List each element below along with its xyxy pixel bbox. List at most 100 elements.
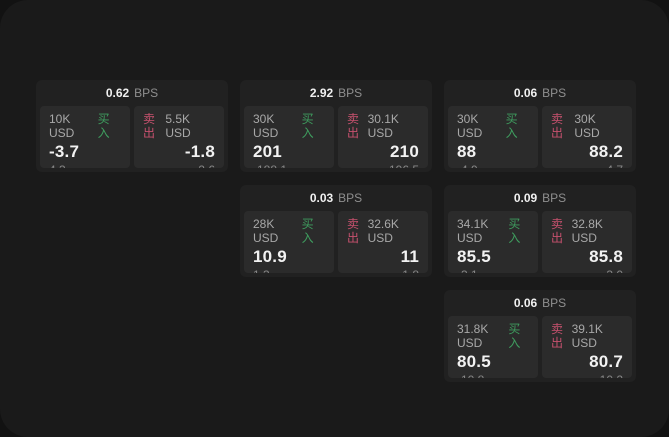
quote-card: 2.92 BPS 30K USD 买入 201 -188.1 卖出 30.1K … — [240, 80, 432, 172]
quote-card-grid: 0.62 BPS 10K USD 买入 -3.7 4.3 卖出 5.5K USD… — [36, 80, 636, 382]
sell-price: 80.7 — [589, 352, 623, 371]
buy-label-row: 30K USD 买入 — [253, 112, 325, 140]
buy-price: 10.9 — [253, 247, 287, 266]
bps-value: 0.62 — [105, 86, 130, 100]
buy-price: 80.5 — [457, 352, 491, 371]
buy-label-row: 34.1K USD 买入 — [457, 217, 529, 245]
sell-side-label: 卖出 — [347, 217, 360, 245]
sell-delta: -2.6 — [143, 164, 215, 169]
card-header: 2.92 BPS — [240, 80, 432, 106]
sell-panel[interactable]: 卖出 32.6K USD 11 -1.8 — [338, 211, 428, 273]
quote-card: 0.62 BPS 10K USD 买入 -3.7 4.3 卖出 5.5K USD… — [36, 80, 228, 172]
buy-amount: 30K USD — [457, 112, 483, 140]
sell-amount: 39.1K USD — [571, 322, 603, 350]
bps-value: 0.06 — [513, 296, 538, 310]
sell-label-row: 卖出 30K USD — [551, 112, 623, 140]
quote-card: 0.03 BPS 28K USD 买入 10.9 1.3 卖出 32.6K US… — [240, 185, 432, 277]
sell-amount: 30.1K USD — [367, 112, 399, 140]
buy-side-label: 买入 — [508, 322, 521, 350]
sell-price: 88.2 — [589, 142, 623, 161]
quote-panels: 30K USD 买入 88 -4.9 卖出 30K USD 88.2 4.7 — [444, 106, 636, 172]
buy-amount: 31.8K USD — [457, 322, 489, 350]
quote-panels: 10K USD 买入 -3.7 4.3 卖出 5.5K USD -1.8 -2.… — [36, 106, 228, 172]
sell-panel[interactable]: 卖出 30K USD 88.2 4.7 — [542, 106, 632, 168]
buy-panel[interactable]: 30K USD 买入 201 -188.1 — [244, 106, 334, 168]
buy-label-row: 31.8K USD 买入 — [457, 322, 529, 350]
buy-price: 201 — [253, 142, 282, 161]
buy-delta: -4.9 — [457, 164, 529, 169]
sell-panel[interactable]: 卖出 32.8K USD 85.8 3.0 — [542, 211, 632, 273]
buy-side-label: 买入 — [505, 112, 518, 140]
buy-amount: 30K USD — [253, 112, 279, 140]
sell-label-row: 卖出 5.5K USD — [143, 112, 215, 140]
quote-card: 0.06 BPS 31.8K USD 买入 80.5 -10.8 卖出 39.1… — [444, 290, 636, 382]
bps-value: 2.92 — [309, 86, 334, 100]
sell-label-row: 卖出 39.1K USD — [551, 322, 623, 350]
buy-label-row: 28K USD 买入 — [253, 217, 325, 245]
sell-delta: 10.2 — [551, 374, 623, 379]
sell-panel[interactable]: 卖出 5.5K USD -1.8 -2.6 — [134, 106, 224, 168]
buy-price: 85.5 — [457, 247, 491, 266]
buy-side-label: 买入 — [508, 217, 521, 245]
bps-value: 0.09 — [513, 191, 538, 205]
sell-label-row: 卖出 30.1K USD — [347, 112, 419, 140]
sell-delta: -1.8 — [347, 269, 419, 274]
sell-price: 210 — [390, 142, 419, 161]
buy-panel[interactable]: 34.1K USD 买入 85.5 -3.1 — [448, 211, 538, 273]
bps-unit-label: BPS — [542, 191, 567, 205]
sell-panel[interactable]: 卖出 30.1K USD 210 196.5 — [338, 106, 428, 168]
sell-delta: 3.0 — [551, 269, 623, 274]
buy-label-row: 30K USD 买入 — [457, 112, 529, 140]
buy-panel[interactable]: 10K USD 买入 -3.7 4.3 — [40, 106, 130, 168]
bps-unit-label: BPS — [542, 86, 567, 100]
sell-amount: 32.6K USD — [367, 217, 399, 245]
buy-side-label: 买入 — [301, 217, 314, 245]
sell-side-label: 卖出 — [347, 112, 360, 140]
buy-delta: -3.1 — [457, 269, 529, 274]
sell-side-label: 卖出 — [551, 322, 564, 350]
buy-price: 88 — [457, 142, 477, 161]
buy-side-label: 买入 — [97, 112, 110, 140]
card-header: 0.09 BPS — [444, 185, 636, 211]
card-header: 0.62 BPS — [36, 80, 228, 106]
buy-panel[interactable]: 31.8K USD 买入 80.5 -10.8 — [448, 316, 538, 378]
card-header: 0.06 BPS — [444, 290, 636, 316]
sell-side-label: 卖出 — [551, 112, 564, 140]
quote-panels: 31.8K USD 买入 80.5 -10.8 卖出 39.1K USD 80.… — [444, 316, 636, 382]
quote-panels: 28K USD 买入 10.9 1.3 卖出 32.6K USD 11 -1.8 — [240, 211, 432, 277]
buy-price: -3.7 — [49, 142, 80, 161]
bps-unit-label: BPS — [542, 296, 567, 310]
buy-delta: -10.8 — [457, 374, 529, 379]
sell-label-row: 卖出 32.6K USD — [347, 217, 419, 245]
sell-side-label: 卖出 — [143, 112, 156, 140]
sell-panel[interactable]: 卖出 39.1K USD 80.7 10.2 — [542, 316, 632, 378]
buy-amount: 34.1K USD — [457, 217, 489, 245]
buy-panel[interactable]: 28K USD 买入 10.9 1.3 — [244, 211, 334, 273]
sell-amount: 5.5K USD — [165, 112, 191, 140]
sell-delta: 196.5 — [347, 164, 419, 169]
sell-amount: 30K USD — [574, 112, 600, 140]
buy-label-row: 10K USD 买入 — [49, 112, 121, 140]
card-header: 0.06 BPS — [444, 80, 636, 106]
card-header: 0.03 BPS — [240, 185, 432, 211]
buy-amount: 28K USD — [253, 217, 279, 245]
buy-delta: 4.3 — [49, 164, 121, 169]
bps-unit-label: BPS — [338, 191, 363, 205]
buy-panel[interactable]: 30K USD 买入 88 -4.9 — [448, 106, 538, 168]
bps-value: 0.03 — [309, 191, 334, 205]
sell-delta: 4.7 — [551, 164, 623, 169]
quote-panels: 34.1K USD 买入 85.5 -3.1 卖出 32.8K USD 85.8… — [444, 211, 636, 277]
quote-panels: 30K USD 买入 201 -188.1 卖出 30.1K USD 210 1… — [240, 106, 432, 172]
buy-side-label: 买入 — [301, 112, 314, 140]
bps-unit-label: BPS — [134, 86, 159, 100]
sell-amount: 32.8K USD — [571, 217, 603, 245]
buy-delta: -188.1 — [253, 164, 325, 169]
buy-delta: 1.3 — [253, 269, 325, 274]
sell-price: -1.8 — [184, 142, 215, 161]
quote-card: 0.09 BPS 34.1K USD 买入 85.5 -3.1 卖出 32.8K… — [444, 185, 636, 277]
buy-amount: 10K USD — [49, 112, 75, 140]
sell-price: 85.8 — [589, 247, 623, 266]
bps-value: 0.06 — [513, 86, 538, 100]
sell-label-row: 卖出 32.8K USD — [551, 217, 623, 245]
